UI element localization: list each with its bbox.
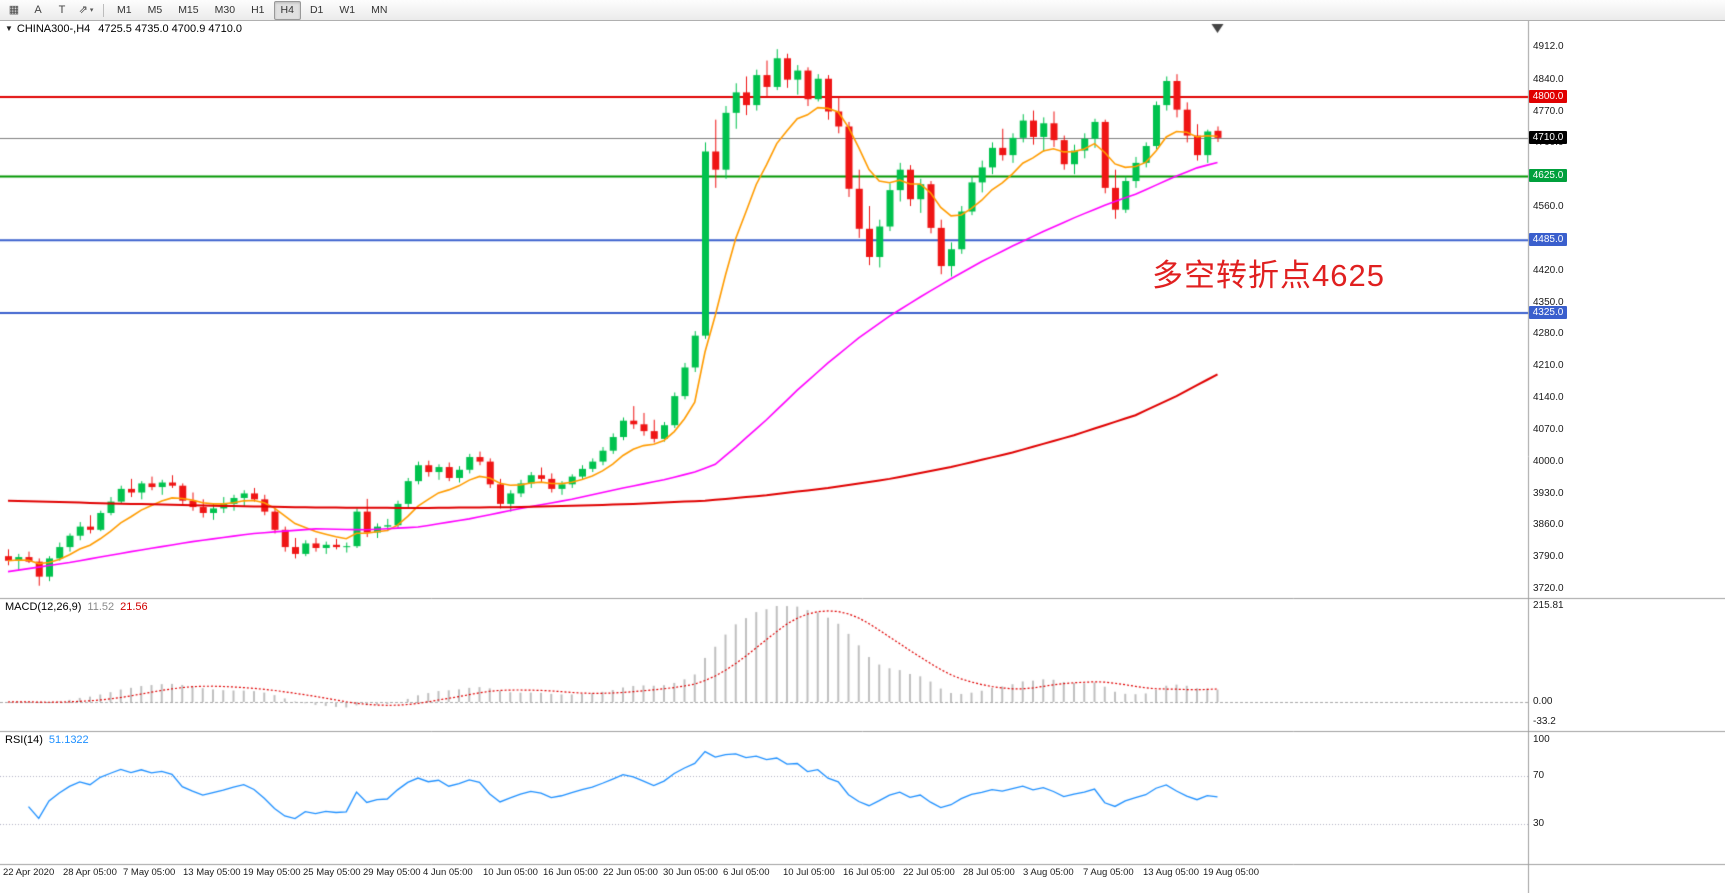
- timeframe-w1[interactable]: W1: [339, 4, 356, 17]
- chevron-down-icon[interactable]: ▾: [89, 6, 94, 14]
- objects-tool-icon[interactable]: ⇗ ▾: [78, 4, 94, 17]
- macd-signal-value: 21.56: [120, 601, 148, 613]
- rsi-name: RSI(14): [5, 734, 43, 746]
- toolbar-tools: ▦ A T ⇗ ▾: [2, 0, 98, 20]
- timeframe-mn[interactable]: MN: [371, 4, 388, 17]
- macd-name: MACD(12,26,9): [5, 601, 82, 613]
- toolbar-separator: [103, 3, 104, 17]
- macd-indicator-label: MACD(12,26,9) 11.52 21.56: [5, 601, 148, 613]
- timeframe-d1[interactable]: D1: [309, 4, 324, 17]
- text-frame-tool-icon[interactable]: T: [58, 4, 66, 17]
- rsi-indicator-label: RSI(14) 51.1322: [5, 734, 89, 746]
- timeframe-h1[interactable]: H1: [251, 4, 265, 17]
- ohlc-values: 4725.5 4735.0 4700.9 4710.0: [98, 23, 243, 35]
- timeframe-m1[interactable]: M1: [117, 4, 132, 17]
- annotate-text-tool-icon[interactable]: A: [34, 4, 42, 17]
- chart-title: ▼ CHINA300-,H4 4725.5 4735.0 4700.9 4710.0: [5, 23, 242, 35]
- collapse-icon[interactable]: ▼: [5, 24, 13, 33]
- text-annotation[interactable]: 多空转折点4625: [1152, 258, 1385, 293]
- macd-main-value: 11.52: [87, 601, 115, 613]
- timeframe-m30[interactable]: M30: [214, 4, 236, 17]
- grid-tool-icon[interactable]: ▦: [8, 4, 20, 17]
- timeframe-buttons: M1 M5 M15 M30 H1 H4 D1 W1 MN: [109, 0, 395, 20]
- symbol-period-label: CHINA300-,H4: [16, 23, 91, 35]
- toolbar: ▦ A T ⇗ ▾ M1 M5 M15 M30 H1 H4 D1 W1 MN: [0, 0, 1725, 21]
- timeframe-h4[interactable]: H4: [273, 0, 301, 20]
- rsi-value: 51.1322: [48, 734, 89, 746]
- timeframe-m5[interactable]: M5: [147, 4, 163, 17]
- timeframe-m15[interactable]: M15: [178, 4, 199, 17]
